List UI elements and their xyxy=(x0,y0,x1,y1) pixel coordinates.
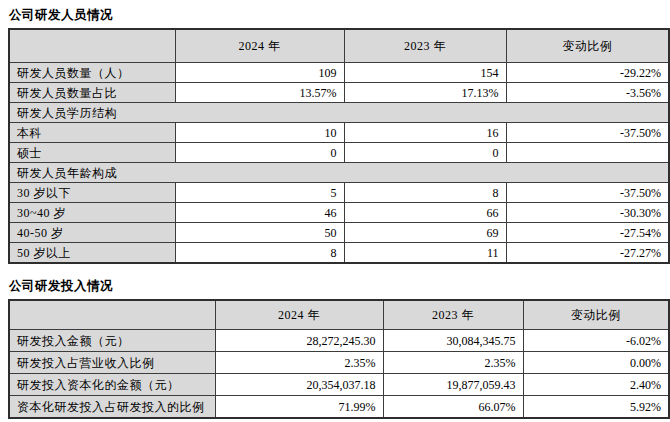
table-row: 研发人员数量占比13.57%17.13%-3.56% xyxy=(9,83,669,103)
table-row: 30~40 岁4666-30.30% xyxy=(9,203,669,223)
change-ratio-cell: -3.56% xyxy=(506,83,669,103)
value-2024-cell: 109 xyxy=(175,63,344,83)
value-2023-cell: 0 xyxy=(344,143,506,163)
table-row: 30 岁以下58-37.50% xyxy=(9,183,669,203)
section-row: 研发人员年龄构成 xyxy=(9,163,669,183)
row-label-cell: 研发投入占营业收入比例 xyxy=(9,352,215,374)
value-2023-cell: 16 xyxy=(344,123,506,143)
value-2023-cell: 17.13% xyxy=(344,83,506,103)
value-2023-cell: 8 xyxy=(344,183,506,203)
change-ratio-cell: -29.22% xyxy=(506,63,669,83)
value-2024-cell: 50 xyxy=(175,223,344,243)
change-ratio-cell: 5.92% xyxy=(523,396,669,419)
change-ratio-cell: -6.02% xyxy=(523,330,669,352)
row-label-cell: 50 岁以上 xyxy=(9,243,175,264)
year-2023-header: 2023 年 xyxy=(383,300,523,330)
value-2023-cell: 154 xyxy=(344,63,506,83)
investment-section-title: 公司研发投入情况 xyxy=(9,279,670,293)
change-ratio-cell: 0.00% xyxy=(523,352,669,374)
row-label-cell: 本科 xyxy=(9,123,175,143)
value-2024-cell: 46 xyxy=(175,203,344,223)
value-2023-cell: 66.07% xyxy=(383,396,523,419)
section-label-cell: 研发人员学历结构 xyxy=(9,103,669,123)
table-row: 研发投入资本化的金额（元）20,354,037.1819,877,059.432… xyxy=(9,374,669,396)
value-2024-cell: 8 xyxy=(175,243,344,264)
table-row: 本科1016-37.50% xyxy=(9,123,669,143)
value-2024-cell: 2.35% xyxy=(215,352,383,374)
value-2023-cell: 2.35% xyxy=(383,352,523,374)
value-2023-cell: 19,877,059.43 xyxy=(383,374,523,396)
personnel-table-body: 2024 年2023 年变动比例研发人员数量（人）109154-29.22%研发… xyxy=(9,29,669,263)
value-2023-cell: 69 xyxy=(344,223,506,243)
value-2024-cell: 5 xyxy=(175,183,344,203)
section-label-cell: 研发人员年龄构成 xyxy=(9,163,669,183)
change-ratio-cell: -37.50% xyxy=(506,123,669,143)
value-2024-cell: 71.99% xyxy=(215,396,383,419)
table-header-row: 2024 年2023 年变动比例 xyxy=(9,300,669,330)
year-2024-header: 2024 年 xyxy=(175,29,344,63)
table-header-row: 2024 年2023 年变动比例 xyxy=(9,29,669,63)
table-row: 研发投入金额（元）28,272,245.3030,084,345.75-6.02… xyxy=(9,330,669,352)
value-2024-cell: 20,354,037.18 xyxy=(215,374,383,396)
row-label-cell: 研发投入金额（元） xyxy=(9,330,215,352)
change-ratio-cell: -30.30% xyxy=(506,203,669,223)
table-row: 硕士00 xyxy=(9,143,669,163)
report-page: 公司研发人员情况 2024 年2023 年变动比例研发人员数量（人）109154… xyxy=(0,0,670,419)
row-label-cell: 研发人员数量占比 xyxy=(9,83,175,103)
row-label-cell: 30 岁以下 xyxy=(9,183,175,203)
change-ratio-cell: -37.50% xyxy=(506,183,669,203)
investment-table: 2024 年2023 年变动比例研发投入金额（元）28,272,245.3030… xyxy=(8,299,670,419)
row-label-cell: 研发投入资本化的金额（元） xyxy=(9,374,215,396)
table-row: 40-50 岁5069-27.54% xyxy=(9,223,669,243)
row-label-cell: 研发人员数量（人） xyxy=(9,63,175,83)
corner-header-cell xyxy=(9,300,215,330)
value-2023-cell: 30,084,345.75 xyxy=(383,330,523,352)
value-2024-cell: 0 xyxy=(175,143,344,163)
change-ratio-header: 变动比例 xyxy=(523,300,669,330)
change-ratio-cell: 2.40% xyxy=(523,374,669,396)
change-ratio-cell: -27.27% xyxy=(506,243,669,264)
year-2024-header: 2024 年 xyxy=(215,300,383,330)
value-2023-cell: 66 xyxy=(344,203,506,223)
table-row: 50 岁以上811-27.27% xyxy=(9,243,669,264)
row-label-cell: 40-50 岁 xyxy=(9,223,175,243)
section-row: 研发人员学历结构 xyxy=(9,103,669,123)
table-row: 研发投入占营业收入比例2.35%2.35%0.00% xyxy=(9,352,669,374)
value-2023-cell: 11 xyxy=(344,243,506,264)
table-row: 研发人员数量（人）109154-29.22% xyxy=(9,63,669,83)
value-2024-cell: 28,272,245.30 xyxy=(215,330,383,352)
table-row: 资本化研发投入占研发投入的比例71.99%66.07%5.92% xyxy=(9,396,669,419)
change-ratio-cell xyxy=(506,143,669,163)
row-label-cell: 30~40 岁 xyxy=(9,203,175,223)
personnel-section-title: 公司研发人员情况 xyxy=(9,8,670,22)
row-label-cell: 资本化研发投入占研发投入的比例 xyxy=(9,396,215,419)
change-ratio-header: 变动比例 xyxy=(506,29,669,63)
personnel-table: 2024 年2023 年变动比例研发人员数量（人）109154-29.22%研发… xyxy=(8,28,670,264)
change-ratio-cell: -27.54% xyxy=(506,223,669,243)
value-2024-cell: 13.57% xyxy=(175,83,344,103)
year-2023-header: 2023 年 xyxy=(344,29,506,63)
corner-header-cell xyxy=(9,29,175,63)
investment-table-body: 2024 年2023 年变动比例研发投入金额（元）28,272,245.3030… xyxy=(9,300,669,418)
row-label-cell: 硕士 xyxy=(9,143,175,163)
value-2024-cell: 10 xyxy=(175,123,344,143)
